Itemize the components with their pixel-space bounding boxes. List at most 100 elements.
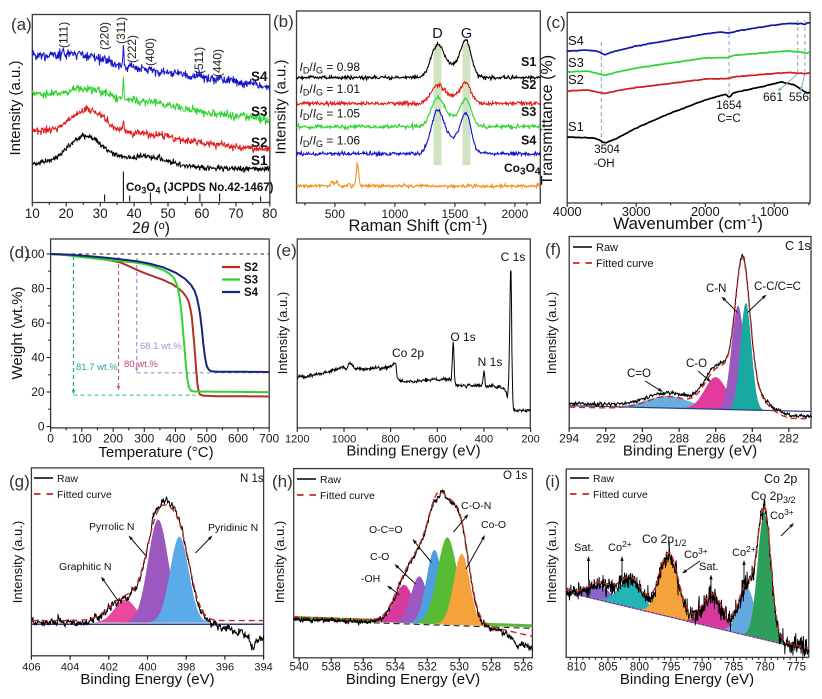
svg-text:Binding Energy (eV): Binding Energy (eV): [346, 443, 480, 460]
svg-text:C-O: C-O: [686, 358, 707, 370]
svg-text:294: 294: [559, 432, 579, 446]
svg-text:Sat.: Sat.: [699, 561, 719, 573]
svg-text:Binding Energy (eV): Binding Energy (eV): [80, 671, 214, 688]
svg-text:60: 60: [194, 206, 209, 221]
svg-text:80 wt.%: 80 wt.%: [124, 359, 158, 370]
svg-text:500: 500: [197, 432, 217, 446]
svg-text:O 1s: O 1s: [503, 470, 528, 482]
svg-text:500: 500: [325, 207, 345, 221]
svg-text:398: 398: [177, 662, 195, 674]
svg-text:600: 600: [428, 434, 446, 446]
svg-text:2000: 2000: [502, 207, 529, 221]
svg-text:780: 780: [755, 662, 774, 674]
svg-text:S1: S1: [251, 153, 268, 168]
svg-text:4000: 4000: [553, 204, 582, 219]
svg-text:0: 0: [38, 420, 45, 434]
svg-text:ID/IG = 1.01: ID/IG = 1.01: [300, 82, 361, 98]
svg-text:N 1s: N 1s: [240, 473, 264, 485]
svg-text:(c): (c): [546, 13, 566, 32]
svg-text:C-C/C=C: C-C/C=C: [754, 281, 801, 293]
svg-text:3000: 3000: [622, 204, 651, 219]
svg-text:(h): (h): [272, 472, 293, 491]
svg-text:556: 556: [789, 90, 809, 104]
svg-text:1000: 1000: [760, 204, 789, 219]
svg-text:C-N: C-N: [706, 283, 726, 295]
svg-text:20: 20: [59, 206, 74, 221]
svg-text:Pyrrolic N: Pyrrolic N: [89, 521, 135, 533]
svg-text:Binding Energy (eV): Binding Energy (eV): [620, 671, 754, 688]
svg-text:40: 40: [31, 351, 45, 365]
svg-text:S3: S3: [251, 104, 268, 119]
svg-text:Temperature (°C): Temperature (°C): [98, 444, 213, 461]
svg-text:300: 300: [134, 432, 154, 446]
svg-text:C-O-N: C-O-N: [461, 500, 491, 512]
svg-text:288: 288: [669, 432, 689, 446]
svg-text:406: 406: [22, 662, 40, 674]
svg-text:81.7 wt.%: 81.7 wt.%: [76, 362, 118, 373]
svg-text:G: G: [461, 26, 472, 42]
svg-text:700: 700: [259, 432, 279, 446]
svg-text:(220): (220): [98, 22, 112, 50]
svg-text:1000: 1000: [332, 434, 356, 446]
svg-text:Co 2p: Co 2p: [764, 472, 797, 486]
svg-text:Fitted curve: Fitted curve: [320, 490, 375, 502]
svg-text:10: 10: [25, 206, 40, 221]
svg-text:Co-O: Co-O: [481, 519, 506, 531]
svg-text:404: 404: [61, 662, 79, 674]
svg-text:C 1s: C 1s: [501, 250, 526, 264]
svg-text:0: 0: [47, 432, 54, 446]
svg-text:Intensity (a.u.): Intensity (a.u.): [272, 521, 287, 603]
svg-text:S1: S1: [521, 55, 536, 69]
svg-text:S4: S4: [521, 134, 536, 148]
svg-text:D: D: [432, 26, 442, 42]
svg-text:795: 795: [661, 662, 680, 674]
svg-text:286: 286: [706, 432, 726, 446]
svg-text:532: 532: [418, 662, 437, 674]
svg-text:Co3O4 (JCPDS No.42-1467): Co3O4 (JCPDS No.42-1467): [126, 182, 274, 196]
svg-text:20: 20: [31, 385, 45, 399]
svg-text:2θ (o): 2θ (o): [132, 220, 170, 237]
svg-text:1200: 1200: [285, 434, 309, 446]
svg-text:800: 800: [381, 434, 399, 446]
svg-text:-OH: -OH: [361, 573, 380, 585]
svg-text:775: 775: [787, 662, 806, 674]
svg-text:60: 60: [31, 316, 45, 330]
svg-text:-OH: -OH: [593, 158, 614, 170]
svg-text:C 1s: C 1s: [785, 239, 811, 253]
svg-text:(b): (b): [273, 12, 294, 31]
svg-text:Intensity (a.u.): Intensity (a.u.): [544, 292, 559, 374]
svg-text:Raw: Raw: [596, 242, 618, 254]
svg-text:Raw: Raw: [320, 474, 341, 486]
svg-text:1654: 1654: [716, 100, 742, 112]
svg-text:200: 200: [103, 432, 123, 446]
svg-text:Intensity (a.u.): Intensity (a.u.): [7, 60, 24, 155]
svg-text:S2: S2: [251, 135, 268, 150]
svg-text:Fitted curve: Fitted curve: [57, 489, 112, 501]
svg-text:402: 402: [100, 662, 118, 674]
svg-text:(400): (400): [143, 38, 157, 66]
svg-text:Sat.: Sat.: [574, 542, 594, 554]
svg-text:S1: S1: [568, 119, 584, 134]
svg-text:Fitted curve: Fitted curve: [596, 258, 653, 270]
svg-text:(i): (i): [545, 472, 560, 491]
svg-text:Raw: Raw: [593, 473, 614, 485]
svg-text:(e): (e): [276, 241, 297, 260]
svg-text:(f): (f): [545, 240, 561, 259]
svg-text:(222): (222): [125, 35, 139, 63]
svg-text:S4: S4: [568, 33, 584, 48]
svg-text:(511): (511): [192, 47, 206, 74]
svg-text:526: 526: [514, 662, 533, 674]
svg-text:Weight (wt.%): Weight (wt.%): [9, 286, 26, 379]
svg-text:40: 40: [127, 206, 142, 221]
svg-text:Pyridinic N: Pyridinic N: [208, 522, 258, 534]
svg-text:80: 80: [262, 206, 277, 221]
svg-text:S3: S3: [568, 55, 584, 70]
svg-text:S2: S2: [521, 78, 536, 92]
svg-text:540: 540: [290, 662, 309, 674]
svg-text:S4: S4: [244, 287, 259, 299]
svg-text:400: 400: [165, 432, 185, 446]
svg-text:200: 200: [521, 434, 539, 446]
svg-text:S4: S4: [251, 69, 268, 84]
svg-text:1000: 1000: [382, 207, 409, 221]
svg-text:ID/IG = 1.05: ID/IG = 1.05: [300, 107, 361, 123]
